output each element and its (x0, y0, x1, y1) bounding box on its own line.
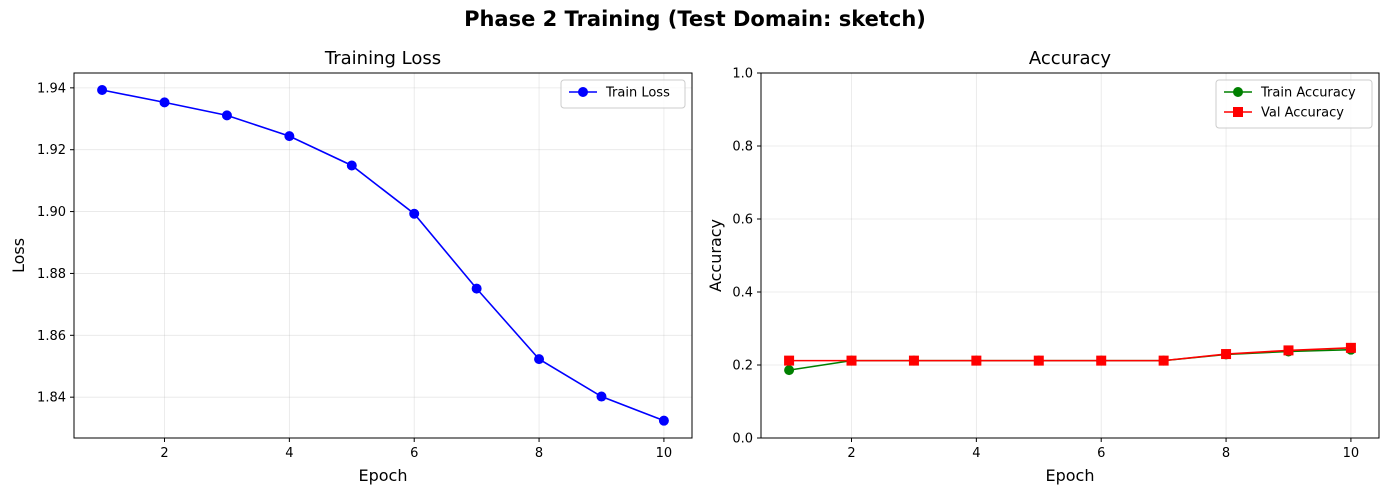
figure-title: Phase 2 Training (Test Domain: sketch) (464, 7, 926, 31)
training-loss-series-0-point-0 (97, 85, 108, 96)
training-loss-ytick-label-1: 1.86 (37, 329, 66, 344)
accuracy-ytick-label-5: 1.0 (732, 67, 753, 82)
accuracy-ytick-label-1: 0.2 (732, 359, 753, 374)
training-loss-legend: Train Loss (560, 79, 686, 109)
accuracy-series-1-point-4 (1033, 355, 1044, 366)
training-loss-frame (73, 72, 693, 439)
training-loss-series-0-point-9 (658, 415, 669, 426)
training-loss-xtick-label-4: 10 (656, 446, 673, 461)
training-loss-series-0-point-4 (346, 160, 357, 171)
accuracy-ytick-label-3: 0.6 (732, 213, 753, 228)
accuracy-series-1-point-9 (1345, 342, 1356, 353)
accuracy-xtick-label-1: 4 (972, 446, 980, 461)
training-loss-ytick-label-5: 1.94 (37, 81, 66, 96)
training-loss-xtick-label-3: 8 (535, 446, 543, 461)
accuracy-xtick-label-3: 8 (1222, 446, 1230, 461)
accuracy-xtick-label-2: 6 (1097, 446, 1105, 461)
training-loss-legend-marker-0 (578, 87, 588, 97)
accuracy-ylabel: Accuracy (706, 219, 725, 292)
training-loss-series-0-point-1 (159, 97, 170, 108)
accuracy-legend-marker-1 (1233, 107, 1243, 117)
accuracy-xlabel: Epoch (1046, 466, 1095, 485)
training-loss-xtick-label-1: 4 (285, 446, 293, 461)
accuracy-series-1-point-2 (908, 355, 919, 366)
training-loss-series-0-point-3 (284, 131, 295, 142)
accuracy-series-1-point-3 (971, 355, 982, 366)
training-loss-series-0-point-2 (221, 110, 232, 121)
training-loss-ytick-label-4: 1.92 (37, 143, 66, 158)
accuracy-series-1-point-0 (784, 355, 795, 366)
training-loss-ytick-label-3: 1.90 (37, 205, 66, 220)
training-loss-title: Training Loss (324, 48, 441, 69)
accuracy-legend: Train Accuracy Val Accuracy (1215, 79, 1373, 129)
training-loss-ylabel: Loss (9, 238, 28, 273)
training-loss-ytick-label-0: 1.84 (37, 391, 66, 406)
training-loss-legend-box (560, 79, 686, 109)
accuracy-legend-box (1215, 79, 1373, 129)
training-loss-series-0-point-7 (534, 354, 545, 365)
accuracy-xtick-label-4: 10 (1343, 446, 1360, 461)
training-loss-axes: 2 4 6 8 10 1.84 1.86 1.88 1.90 1.92 1.94 Training L… (9, 48, 693, 485)
accuracy-series-1-point-6 (1158, 355, 1169, 366)
training-loss-xtick-label-0: 2 (160, 446, 168, 461)
training-loss-ytick-label-2: 1.88 (37, 267, 66, 282)
accuracy-series-1-point-1 (846, 355, 857, 366)
training-loss-xtick-label-2: 6 (410, 446, 418, 461)
training-loss-series-0-point-8 (596, 391, 607, 402)
training-loss-legend-label-0: Train Loss (605, 86, 670, 101)
accuracy-series-1-point-8 (1283, 345, 1294, 356)
accuracy-axes: 2 4 6 8 10 0.0 0.2 0.4 0.6 0.8 1.0 Accuracy Epoch Acc… (706, 48, 1380, 485)
accuracy-legend-label-0: Train Accuracy (1260, 86, 1356, 101)
training-loss-xlabel: Epoch (359, 466, 408, 485)
accuracy-ytick-label-0: 0.0 (732, 432, 753, 447)
accuracy-title: Accuracy (1029, 48, 1112, 69)
accuracy-legend-marker-0 (1233, 87, 1243, 97)
accuracy-series-1-point-7 (1221, 349, 1232, 360)
accuracy-frame (760, 72, 1380, 439)
training-loss-series-0-line (101, 89, 665, 422)
accuracy-xtick-label-0: 2 (847, 446, 855, 461)
training-loss-series-0-point-5 (409, 208, 420, 219)
training-loss-series-0-point-6 (471, 283, 482, 294)
accuracy-ytick-label-4: 0.8 (732, 140, 753, 155)
accuracy-series-1-point-5 (1096, 355, 1107, 366)
accuracy-series-0-point-0 (784, 365, 795, 376)
accuracy-legend-label-1: Val Accuracy (1261, 106, 1344, 121)
accuracy-series-1-line (789, 347, 1351, 362)
accuracy-ytick-label-2: 0.4 (732, 286, 753, 301)
